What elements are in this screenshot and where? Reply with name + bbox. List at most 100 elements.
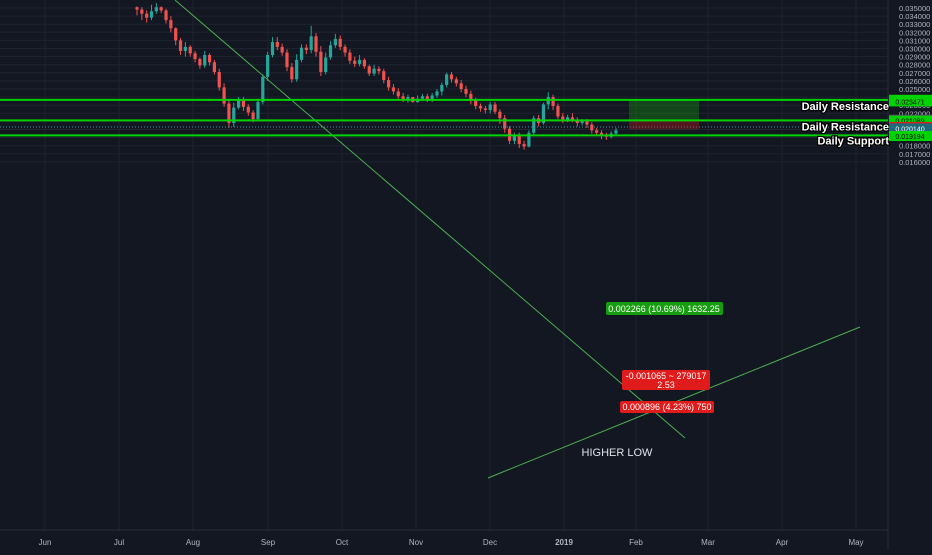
candle-body [285, 52, 289, 68]
y-tick-label: 0.028000 [899, 61, 930, 70]
candle-body [357, 59, 362, 64]
x-tick-label: Jul [114, 538, 124, 547]
candle-body [585, 121, 589, 125]
x-tick-label: Oct [336, 538, 349, 547]
price-tag-label: 0.020140 [895, 126, 924, 133]
candle-body [348, 52, 352, 61]
candle-body [464, 89, 468, 94]
candle-body [299, 47, 304, 60]
candle-body [207, 54, 212, 63]
candle-body [517, 135, 521, 145]
candle-body [280, 46, 284, 53]
candle-body [527, 132, 531, 147]
candle-body [295, 59, 299, 80]
candle-body [551, 97, 555, 107]
candle-body [145, 13, 149, 18]
candle-body [503, 118, 507, 129]
candle-body [290, 67, 294, 80]
candle-body [377, 68, 381, 72]
candle-body [396, 91, 400, 97]
x-tick-label: Feb [629, 538, 643, 547]
target-label: 0.002266 (10.69%) 1632.25 [608, 304, 720, 314]
candle-body [353, 60, 357, 64]
candle-body [241, 100, 246, 107]
candle-body [343, 46, 347, 53]
candle-body [174, 28, 178, 41]
y-tick-label: 0.016000 [899, 158, 930, 167]
candle-body [454, 79, 458, 84]
candle-body [498, 111, 502, 119]
price-tag-box [889, 115, 932, 126]
y-tick-label: 0.027000 [899, 69, 930, 78]
y-tick-label: 0.035000 [899, 4, 930, 13]
price-tag-box [889, 123, 932, 134]
y-tick-label: 0.022000 [899, 109, 930, 118]
candle-body [435, 91, 439, 96]
candle-body [406, 97, 410, 101]
candle-body [556, 106, 560, 117]
candle-body [372, 68, 376, 74]
candle-body [159, 7, 163, 11]
candle-body [362, 59, 367, 67]
candle-body [232, 107, 236, 124]
candle-body [401, 96, 405, 101]
y-tick-label: 0.025000 [899, 85, 930, 94]
candle-body [164, 10, 168, 21]
y-tick-label: 0.017000 [899, 150, 930, 159]
level-label: Daily Resistance [802, 101, 889, 113]
candle-body [570, 117, 575, 120]
candle-body [430, 95, 434, 100]
price-tag-label: 0.019194 [895, 134, 924, 141]
candle-body [261, 76, 265, 102]
candle-body [256, 101, 260, 119]
candle-body [319, 51, 323, 72]
candle-body [614, 130, 618, 134]
level-label: Daily Resistance [802, 121, 889, 133]
candle-body [183, 46, 187, 51]
candles-group [135, 3, 618, 150]
candle-body [367, 66, 371, 74]
candle-body [391, 87, 396, 92]
y-tick-label: 0.032000 [899, 28, 930, 37]
candle-body [599, 132, 604, 136]
price-tags: 0.0236680.0234710.0212050.0210890.020309… [889, 94, 932, 142]
x-tick-label: Sep [261, 538, 276, 547]
y-tick-label: 0.030000 [899, 45, 930, 54]
y-tick-label: 0.033000 [899, 20, 930, 29]
candle-body [246, 106, 250, 113]
price-tag-label: 0.023471 [895, 99, 924, 106]
candle-body [445, 74, 449, 85]
candle-body [474, 100, 478, 107]
target-zone [629, 99, 699, 121]
candle-body [580, 121, 584, 124]
candle-body [338, 38, 342, 47]
candle-body [275, 42, 279, 47]
candle-body [140, 9, 144, 14]
price-tag-box [889, 131, 932, 142]
candle-body [561, 116, 565, 120]
candle-body [333, 38, 337, 46]
candle-body [532, 118, 536, 133]
candle-body [270, 42, 275, 55]
x-tick-label: May [848, 538, 863, 547]
candle-body [449, 74, 454, 80]
candle-body [425, 96, 429, 100]
x-tick-label: 2019 [555, 538, 573, 547]
candle-body [382, 71, 386, 81]
candle-body [595, 130, 599, 133]
candle-body [237, 100, 241, 108]
y-tick-label: 0.029000 [899, 53, 930, 62]
stop-zone [629, 120, 699, 130]
position-labels: 0.002266 (10.69%) 1632.25 -0.001065 ~ 279… [606, 302, 723, 413]
candle-body [522, 144, 526, 147]
candle-body [566, 117, 570, 120]
candle-body [227, 103, 231, 124]
candle-body [386, 80, 391, 88]
y-tick-label: 0.034000 [899, 12, 930, 21]
candle-body [217, 71, 221, 88]
candle-body [198, 59, 202, 66]
x-tick-label: Aug [186, 538, 200, 547]
candle-body [512, 135, 516, 141]
